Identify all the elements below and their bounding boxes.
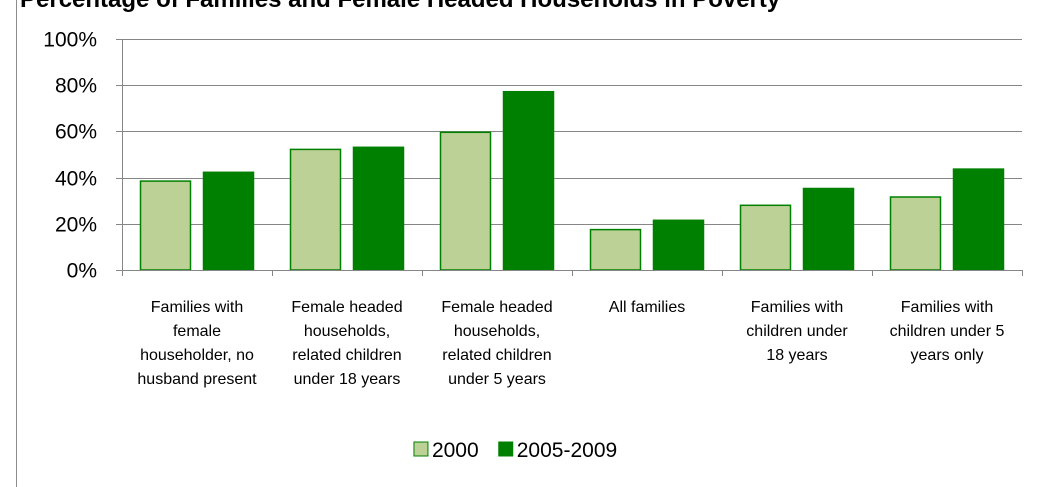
bar-2000 [289,148,342,271]
x-category-label: Female headed households, related children… [441,299,552,388]
bar-2005-2009 [952,168,1005,271]
y-tick-label: 80% [55,75,97,98]
legend: 2000 2005-2009 [413,439,617,462]
bar-2005-2009 [202,171,255,271]
bar-2005-2009 [502,90,555,271]
bar-2000 [889,196,942,271]
legend-swatch [413,441,429,457]
bar-2005-2009 [652,219,705,271]
x-category-label: Families with children under 18 years [746,299,848,364]
legend-label: 2000 [432,439,479,462]
x-category-label: Families with female householder, no husban… [137,299,257,388]
bar-2005-2009 [802,187,855,271]
axis-labels: 0% 20% 40% 60% 80% 100% Families with female hou… [43,29,1004,389]
y-tick-label: 40% [55,168,97,191]
gridlines [122,39,1022,225]
y-tick-label: 20% [55,214,97,237]
bar-2000 [439,131,492,271]
legend-label: 2005-2009 [517,439,617,462]
y-tick-label: 60% [55,121,97,144]
bar-2005-2009 [352,146,405,271]
x-category-label: Families with children under 5 years only [890,299,1005,364]
chart-title: Percentage of Families and Female Headed… [20,0,781,13]
legend-swatch [498,441,514,457]
bars [139,90,1005,271]
bar-2000 [589,228,642,271]
bar-2000 [739,204,792,271]
x-category-label: Female headed households, related children… [291,299,402,388]
axes [116,39,1023,276]
y-tick-label: 0% [67,260,97,283]
x-category-label: All families [609,299,685,316]
bar-2000 [139,180,192,271]
y-tick-label: 100% [43,29,97,52]
